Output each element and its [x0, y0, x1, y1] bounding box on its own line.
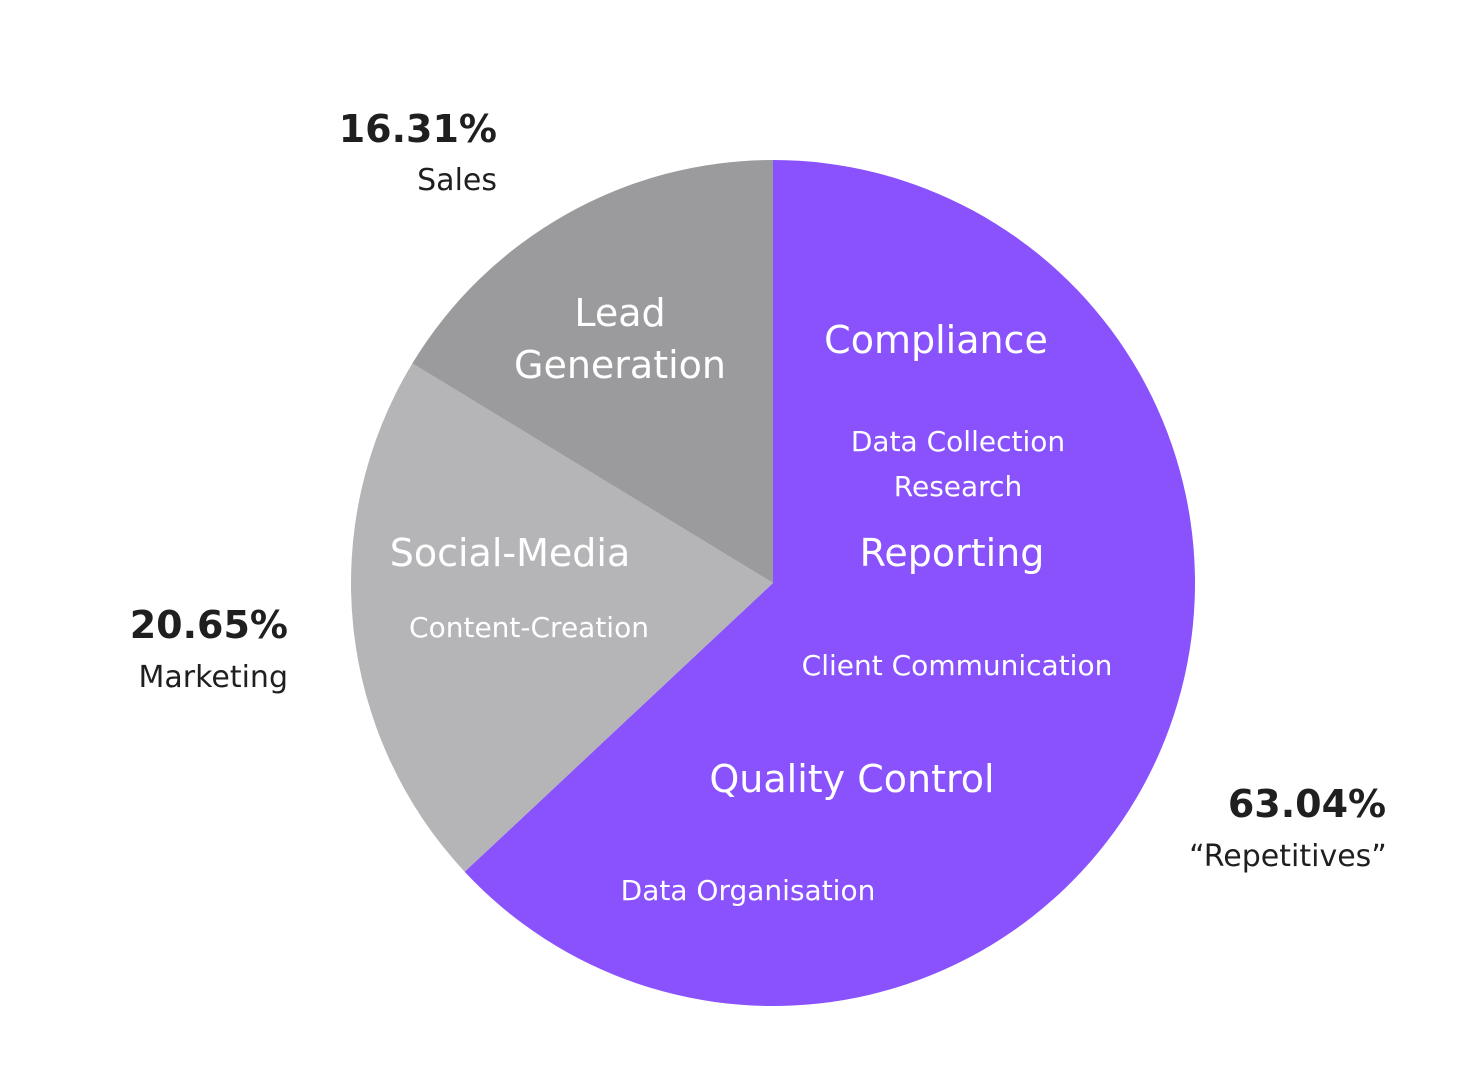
- item-label-content-creation: Content-Creation: [409, 611, 649, 644]
- item-label-data-collection: Data Collection: [851, 425, 1065, 458]
- item-label-data-organisation: Data Organisation: [621, 874, 876, 907]
- slice-name-label-repetitives: “Repetitives”: [1189, 839, 1387, 874]
- pie-slices: [350, 160, 1195, 1007]
- item-label-client-communication: Client Communication: [802, 649, 1113, 682]
- item-label-research: Research: [894, 470, 1022, 503]
- pie-slice-marketing: [350, 363, 773, 872]
- slice-value-label-marketing: 20.65%: [130, 603, 288, 647]
- item-label-social-media: Social-Media: [390, 531, 631, 575]
- slice-value-label-repetitives: 63.04%: [1228, 782, 1386, 826]
- item-label-compliance: Compliance: [824, 318, 1048, 362]
- pie-slice-repetitives: [464, 160, 1195, 1007]
- pie-slice-sales: [412, 160, 773, 583]
- item-label-reporting: Reporting: [860, 531, 1045, 575]
- slice-name-label-sales: Sales: [417, 163, 497, 198]
- slice-value-label-sales: 16.31%: [339, 107, 497, 151]
- item-label-lead: Lead: [574, 291, 665, 335]
- item-label-generation: Generation: [514, 343, 726, 387]
- slice-name-label-marketing: Marketing: [138, 660, 288, 695]
- item-label-quality-control: Quality Control: [709, 757, 994, 801]
